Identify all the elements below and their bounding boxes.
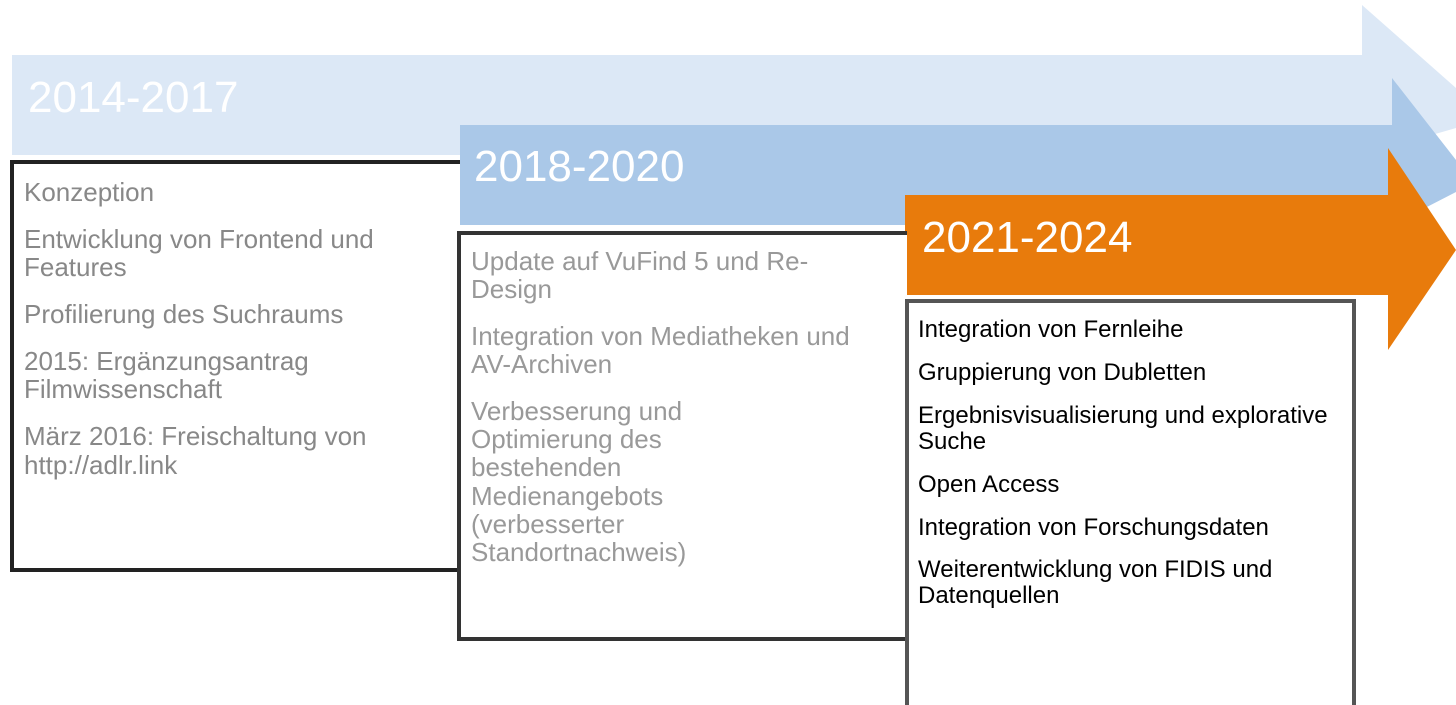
arrow-1: [12, 5, 1456, 155]
item: Integration von Forschungsdaten: [918, 513, 1269, 541]
arrow-2: [460, 78, 1456, 225]
item: Ergebnisvisualisierung und explorative S…: [918, 401, 1328, 455]
phase-box: Integration von Fernleihe Gruppierung von…: [905, 299, 1356, 705]
phase-box: Konzeption Entwicklung von Frontend und F…: [10, 160, 460, 572]
item: Weiterentwicklung von FIDIS und Datenque…: [918, 556, 1273, 610]
phase-box: Update auf VuFind 5 und Re-Design Integra…: [457, 231, 907, 641]
item: 2015: Ergänzungsantrag Filmwissenschaft: [24, 346, 309, 405]
item: Entwicklung von Frontend und Features: [24, 224, 374, 283]
arrow-3: [905, 148, 1456, 350]
item: März 2016: Freischaltung von http://adlr…: [24, 421, 367, 480]
period-label: 2021-2024: [922, 213, 1133, 262]
item: Konzeption: [24, 177, 155, 207]
item: Open Access: [918, 470, 1060, 498]
item: Update auf VuFind 5 und Re-Design: [471, 246, 809, 305]
period-label: 2018-2020: [474, 142, 685, 191]
item: Gruppierung von Dubletten: [918, 358, 1207, 386]
item: Integration von Mediatheken und AV-Archi…: [471, 321, 850, 380]
item: Verbesserung und Optimierung des bestehe…: [471, 396, 687, 567]
item: Integration von Fernleihe: [918, 316, 1184, 343]
period-label: 2014-2017: [28, 73, 239, 122]
item: Profilierung des Suchraums: [24, 299, 344, 330]
